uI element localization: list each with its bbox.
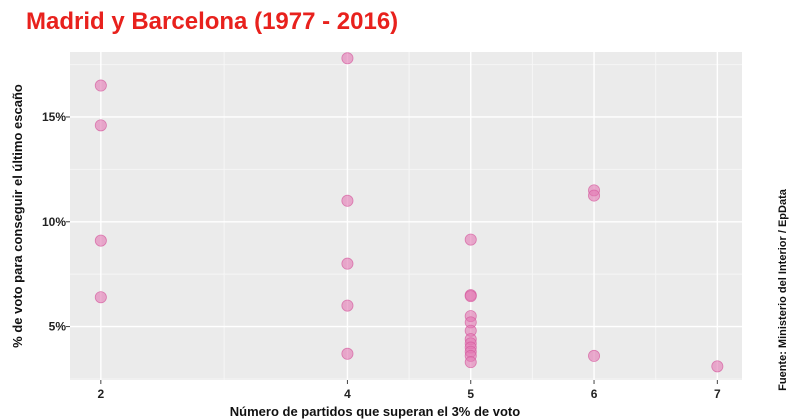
data-point	[341, 347, 354, 360]
chart-title: Madrid y Barcelona (1977 - 2016)	[26, 8, 399, 35]
data-point	[94, 234, 107, 247]
data-point	[94, 119, 107, 132]
data-point	[341, 194, 354, 207]
data-point	[588, 349, 601, 362]
plot-background	[70, 52, 742, 380]
data-point	[341, 299, 354, 312]
data-point	[588, 189, 601, 202]
data-point	[711, 360, 724, 373]
data-point	[94, 291, 107, 304]
y-tick-label: 15%	[42, 110, 66, 124]
x-tick-label: 2	[97, 387, 104, 401]
minor-gridlines	[70, 52, 742, 380]
x-tick-label: 7	[714, 387, 721, 401]
data-point	[94, 79, 107, 92]
y-tick-label: 5%	[49, 320, 67, 334]
y-tick-label: 10%	[42, 215, 66, 229]
x-axis-ticks: 2 4 5 6 7	[97, 380, 721, 401]
data-points	[94, 52, 724, 373]
y-axis-title: % de voto para conseguir el último escañ…	[10, 84, 25, 348]
data-point	[464, 233, 477, 246]
data-point	[341, 257, 354, 270]
y-axis-ticks: 5% 10% 15%	[42, 110, 70, 334]
x-tick-label: 5	[467, 387, 474, 401]
x-tick-label: 4	[344, 387, 351, 401]
x-tick-label: 6	[591, 387, 598, 401]
data-point	[464, 356, 477, 369]
data-point	[464, 290, 477, 303]
x-axis-title: Número de partidos que superan el 3% de …	[230, 404, 520, 419]
data-point	[341, 52, 354, 65]
source-note: Fuente: Ministerio del Interior / EpData	[777, 188, 789, 391]
